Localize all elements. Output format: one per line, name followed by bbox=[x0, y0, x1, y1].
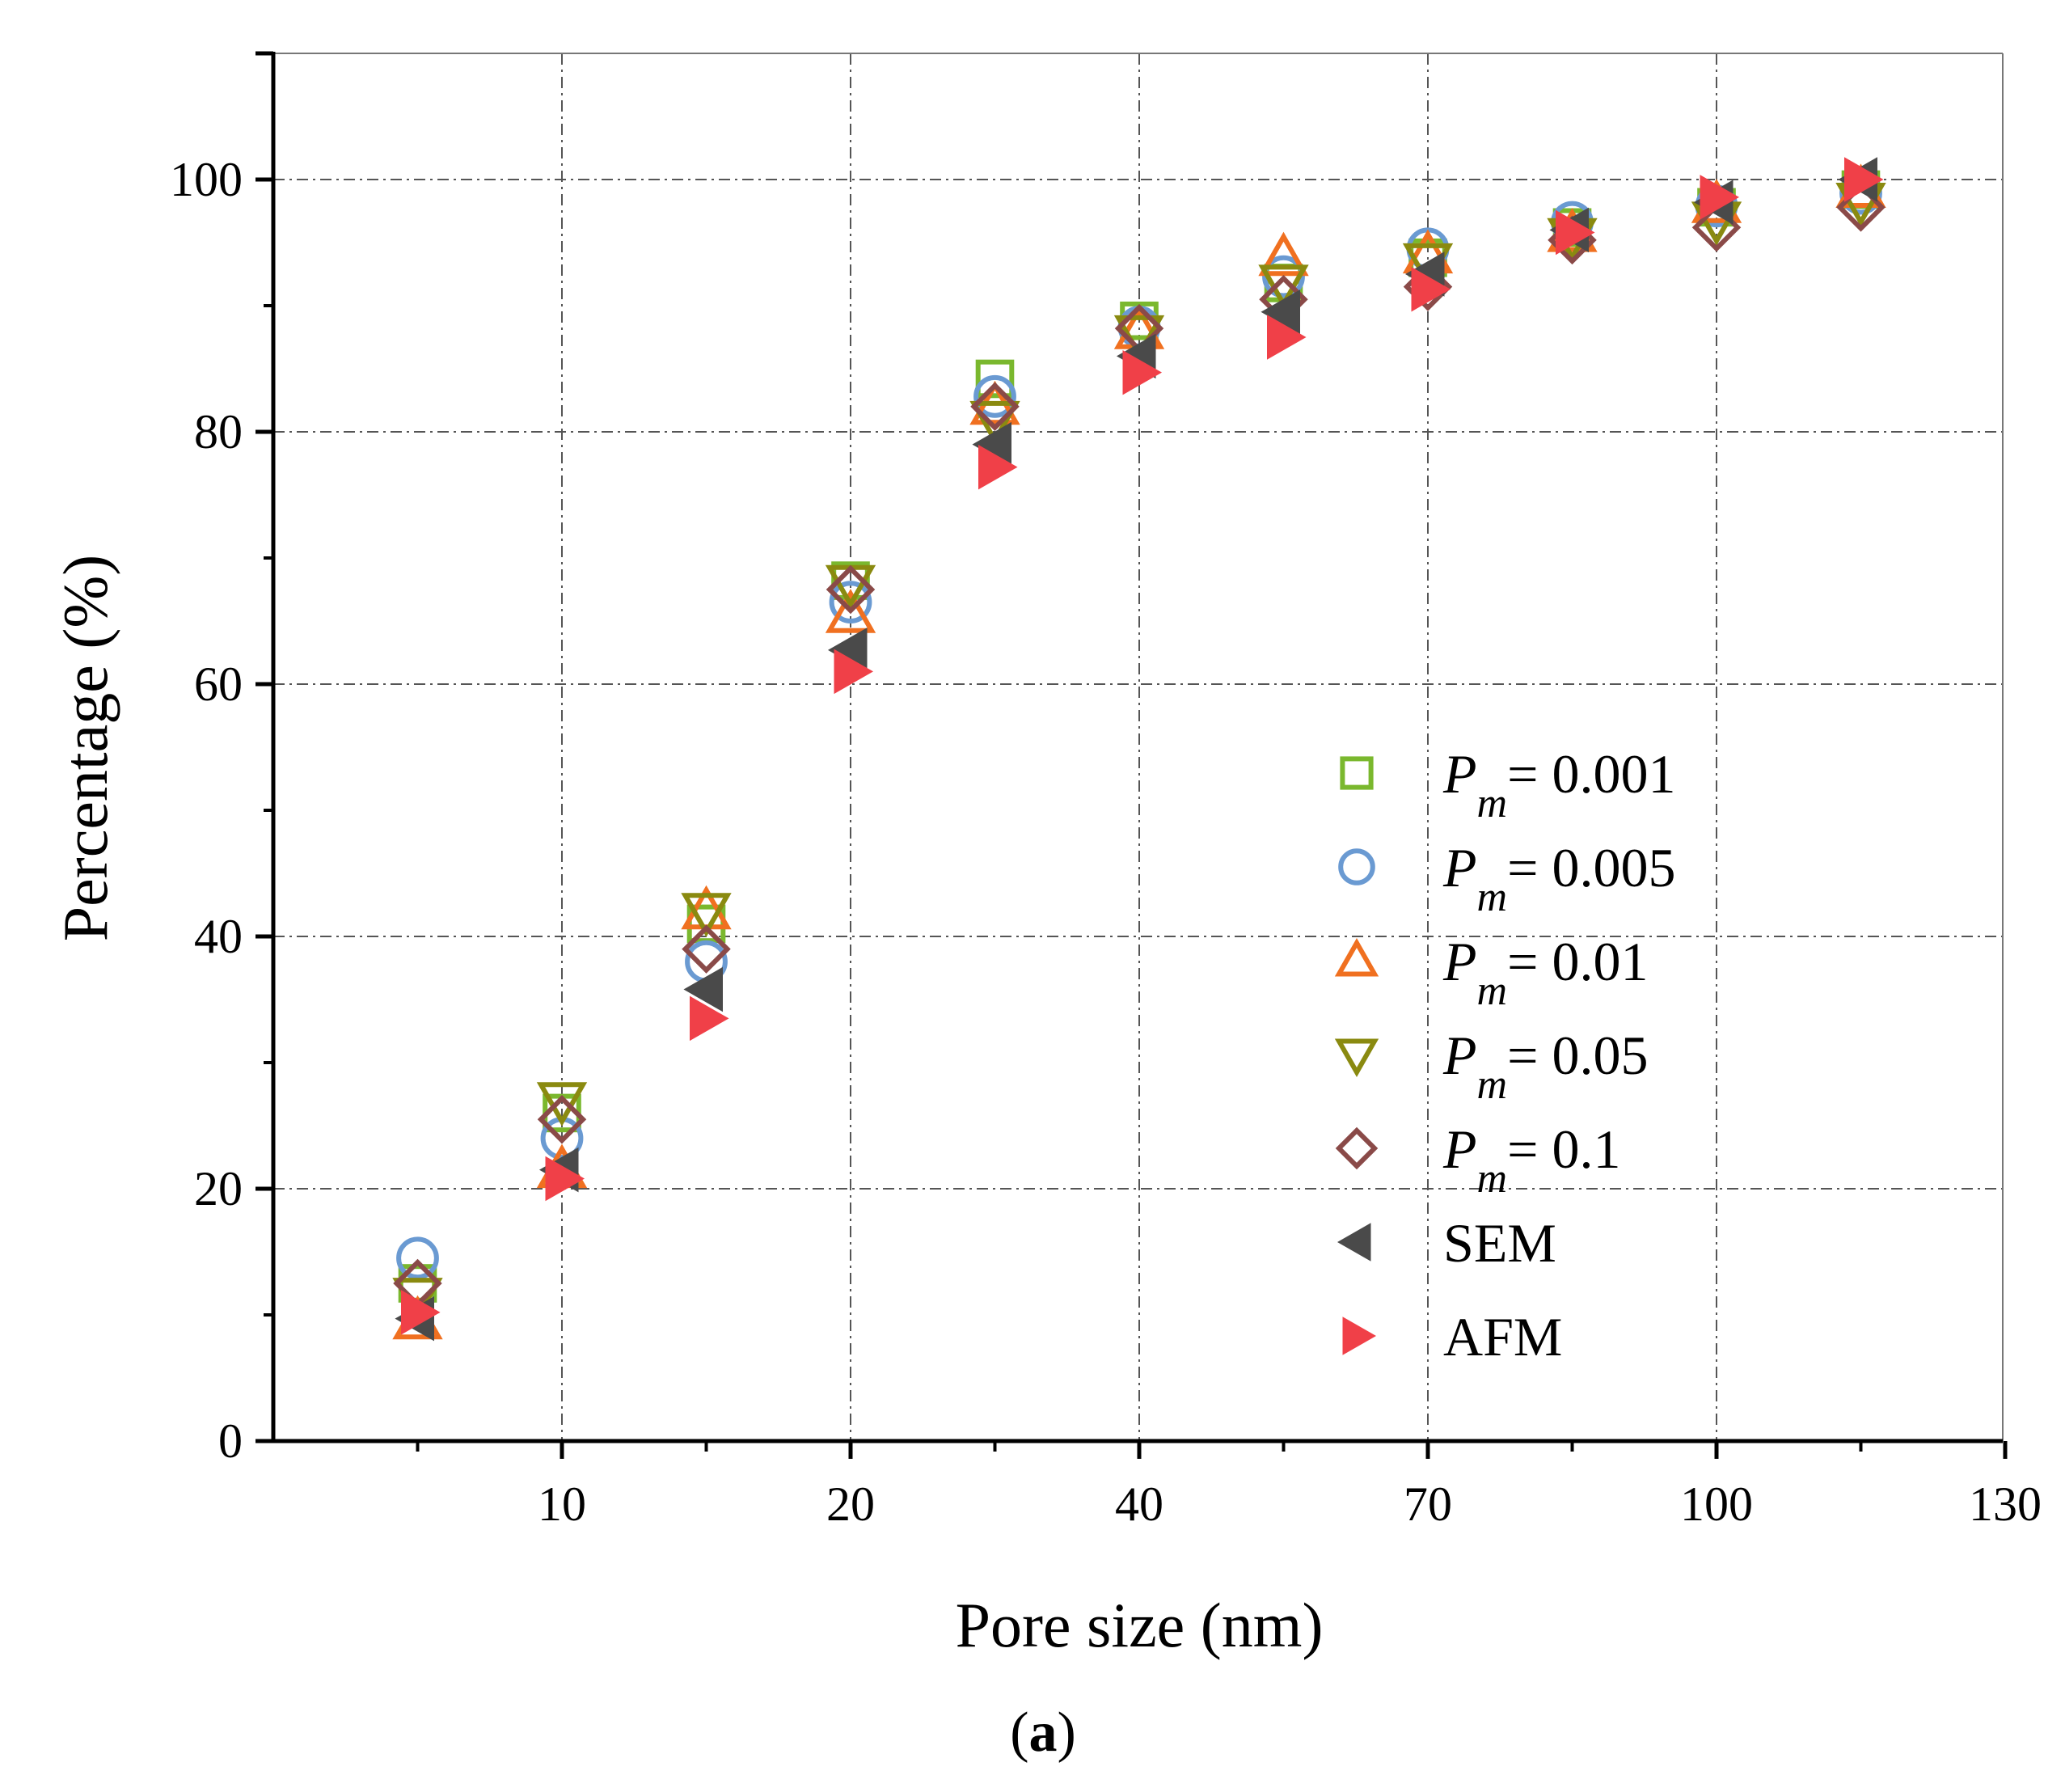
legend-marker bbox=[1340, 756, 1374, 790]
y-tick-label: 80 bbox=[194, 405, 243, 459]
legend-subscript: m bbox=[1477, 780, 1508, 826]
series-afm bbox=[401, 157, 1884, 1335]
legend-symbol: P bbox=[1442, 1118, 1477, 1180]
legend-entry: SEM bbox=[1337, 1212, 1556, 1274]
data-point bbox=[545, 1156, 585, 1202]
data-point bbox=[401, 1290, 441, 1335]
x-tick-label: 20 bbox=[826, 1477, 875, 1531]
legend-symbol: P bbox=[1442, 837, 1477, 898]
data-point bbox=[1844, 157, 1884, 202]
legend-subscript: m bbox=[1477, 968, 1508, 1014]
x-tick-label: 130 bbox=[1969, 1477, 2042, 1531]
data-point bbox=[834, 649, 874, 695]
data-point bbox=[1258, 231, 1309, 277]
data-point bbox=[970, 382, 1020, 432]
x-tick-label: 100 bbox=[1680, 1477, 1753, 1531]
legend-marker bbox=[1337, 1223, 1371, 1262]
data-point bbox=[1261, 290, 1300, 335]
data-markers bbox=[392, 157, 1886, 1342]
ticks: 0 20 40 60 80 100 10 20 40 70 100 130 bbox=[170, 153, 2042, 1531]
legend-label: Pm= 0.01 bbox=[1442, 931, 1648, 1014]
titles: Pore size (nm) Percentage (%) (a) bbox=[50, 555, 1323, 1764]
legend-symbol: P bbox=[1442, 931, 1477, 992]
legend-entry: Pm= 0.1 bbox=[1335, 1118, 1620, 1202]
y-axis-title: Percentage (%) bbox=[50, 555, 120, 942]
data-point bbox=[682, 924, 731, 974]
data-point bbox=[1122, 349, 1163, 395]
legend-value: = 0.01 bbox=[1507, 931, 1648, 992]
grid-lines bbox=[273, 53, 2003, 1441]
legend-label: Pm= 0.1 bbox=[1442, 1118, 1620, 1202]
y-tick-label: 40 bbox=[194, 910, 243, 963]
legend-label: Pm= 0.005 bbox=[1442, 837, 1675, 920]
legend-value: = 0.005 bbox=[1507, 837, 1675, 898]
legend-entry: Pm= 0.001 bbox=[1340, 743, 1675, 826]
data-point bbox=[1700, 175, 1740, 220]
legend-entry: Pm= 0.005 bbox=[1338, 837, 1675, 920]
data-point bbox=[975, 359, 1015, 399]
x-tick-label: 10 bbox=[538, 1477, 586, 1531]
data-point bbox=[683, 966, 723, 1012]
data-point bbox=[537, 1094, 587, 1144]
legend-marker bbox=[1338, 848, 1375, 885]
legend-symbol: P bbox=[1442, 1025, 1477, 1086]
legend-entry: AFM bbox=[1342, 1306, 1562, 1367]
legend-label: Pm= 0.05 bbox=[1442, 1025, 1648, 1108]
legend-marker bbox=[1334, 1038, 1379, 1078]
data-point bbox=[396, 1236, 439, 1280]
x-tick-label: 70 bbox=[1404, 1477, 1452, 1531]
legend-symbol: P bbox=[1442, 743, 1477, 805]
y-tick-label: 20 bbox=[194, 1162, 243, 1215]
legend-subscript: m bbox=[1477, 1062, 1508, 1108]
axes bbox=[255, 51, 2004, 1443]
data-point bbox=[1262, 255, 1305, 298]
data-point bbox=[1556, 209, 1595, 256]
y-tick-label: 100 bbox=[170, 153, 243, 206]
legend-label: Pm= 0.001 bbox=[1442, 743, 1675, 826]
caption: (a) bbox=[1010, 1701, 1076, 1764]
data-point bbox=[969, 400, 1020, 446]
legend-entry: Pm= 0.01 bbox=[1334, 931, 1648, 1014]
data-point bbox=[829, 581, 872, 623]
data-point bbox=[1267, 315, 1307, 360]
data-point bbox=[825, 589, 876, 633]
legend-subscript: m bbox=[1477, 1156, 1508, 1202]
legend-subscript: m bbox=[1477, 874, 1508, 920]
legend-marker bbox=[1334, 937, 1379, 977]
data-point bbox=[978, 444, 1018, 490]
data-point bbox=[973, 374, 1016, 418]
legend-entry: Pm= 0.05 bbox=[1334, 1025, 1648, 1108]
y-tick-label: 0 bbox=[218, 1414, 243, 1468]
legend-label: SEM bbox=[1443, 1212, 1556, 1274]
data-point bbox=[826, 564, 876, 615]
data-point bbox=[681, 893, 732, 937]
legend-value: = 0.1 bbox=[1507, 1118, 1620, 1180]
legend-marker bbox=[1342, 1317, 1377, 1355]
legend-marker bbox=[1335, 1126, 1379, 1170]
legend-value: = 0.001 bbox=[1507, 743, 1675, 805]
data-point bbox=[1411, 266, 1451, 312]
data-point bbox=[690, 995, 729, 1042]
y-tick-label: 60 bbox=[194, 657, 243, 711]
legend-label: AFM bbox=[1443, 1306, 1562, 1367]
legend-value: = 0.05 bbox=[1507, 1025, 1648, 1086]
x-axis-title: Pore size (nm) bbox=[956, 1590, 1324, 1660]
x-tick-label: 40 bbox=[1115, 1477, 1163, 1531]
data-point bbox=[536, 1082, 588, 1126]
